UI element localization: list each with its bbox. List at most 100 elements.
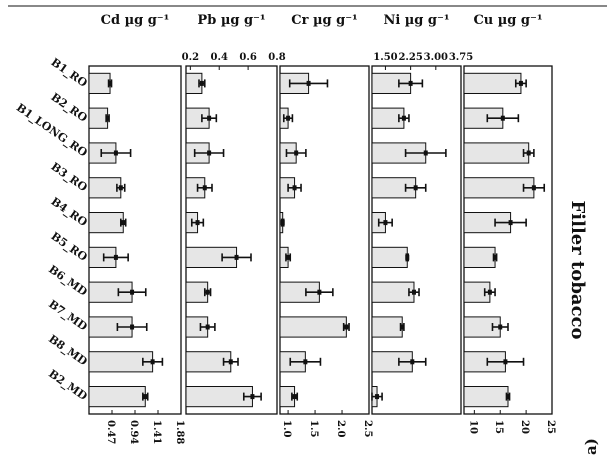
panels-group: Cd µg g⁻¹ 0.47 0.94 1.41 1.88 Pb µg g⁻¹ 0.2 0.4… [88,13,556,444]
chart-title-group: Filler tobacco [567,201,588,340]
tick-label: 3.75 [449,52,473,63]
value-marker [280,220,285,226]
value-marker [500,115,505,121]
panel-4: Ni µg g⁻¹ 1.50 2.25 3.00 3.75 [371,13,473,415]
category-label: B5_RO [48,230,90,265]
value-marker [286,115,291,121]
value-marker [207,115,212,121]
panel-frame [463,65,553,415]
chart-title: Filler tobacco [567,201,588,340]
panel-label: Ni µg g⁻¹ [383,13,449,28]
value-marker [108,80,113,86]
value-marker [195,220,200,226]
bar [463,386,509,408]
tick-label: 20 [519,420,530,434]
category-label: B2_RO [48,90,90,125]
value-marker [294,150,299,156]
panel-tag: a) [582,438,600,455]
value-marker [113,254,118,260]
tick-label: 0.4 [211,52,228,63]
bar [371,316,403,338]
tick-label: 2.25 [398,52,422,63]
value-marker [344,324,349,330]
bar [185,386,253,408]
value-marker [317,289,322,295]
bar [463,246,496,268]
tick-label: 3.00 [424,52,448,63]
value-marker [408,80,413,86]
value-marker [506,394,510,400]
tick-label: 0.6 [239,52,256,63]
panel-frame [371,65,462,415]
tick-label: 15 [493,420,504,434]
value-marker [150,359,155,365]
value-marker [250,394,255,400]
category-label: B2_MD [46,367,91,404]
value-marker [405,254,410,260]
tick-label: 1.0 [281,420,292,437]
value-marker [401,115,406,121]
bar [88,72,111,94]
bar [371,281,415,303]
value-marker [410,359,415,365]
tick-label: 1.50 [373,52,397,63]
bar [88,212,124,234]
value-marker [498,324,503,330]
tick-label: 2.0 [335,420,346,437]
tick-label: 1.41 [151,420,162,444]
category-labels: B1_ROB2_ROB1_LONG_ROB3_ROB4_ROB5_ROB6_MD… [13,56,90,405]
value-marker [493,254,498,260]
value-marker [383,220,388,226]
category-label: B1_RO [48,56,90,91]
value-marker [292,185,297,191]
tick-label: 0.47 [105,420,116,444]
value-marker [207,150,212,156]
panel-label: Cu µg g⁻¹ [473,13,542,28]
panel-label: Pb µg g⁻¹ [197,13,265,28]
category-label: B7_MD [46,297,91,334]
value-marker [228,359,233,365]
value-marker [286,254,291,260]
bar [463,142,530,164]
value-marker [205,289,210,295]
value-marker [292,394,297,400]
panel-label: Cr µg g⁻¹ [291,13,358,28]
value-marker [508,220,513,226]
value-marker [526,150,531,156]
tick-label: 0.94 [128,420,139,444]
value-marker [413,185,418,191]
bar [88,107,109,129]
bar [463,72,522,94]
tick-label: 10 [467,420,478,434]
category-label: B3_RO [48,160,90,195]
value-marker [487,289,492,295]
value-marker [411,289,416,295]
value-marker [143,394,148,400]
value-marker [202,185,207,191]
value-marker [205,324,210,330]
value-marker [423,150,428,156]
panel-label: Cd µg g⁻¹ [101,13,170,28]
value-marker [306,80,311,86]
panel-frame [185,65,278,415]
panel-3: Cr µg g⁻¹ 1.0 1.5 2.0 2.5 [279,13,373,437]
value-marker [400,324,405,330]
value-marker [118,185,123,191]
panel-5: Cu µg g⁻¹ 10 15 20 25 [463,13,556,434]
bar [88,386,146,408]
value-marker [503,359,508,365]
value-marker [105,115,110,121]
value-marker [531,185,536,191]
category-label: B8_MD [46,332,91,369]
bar [371,246,408,268]
tick-label: 1.88 [174,420,185,444]
tick-label: 0.8 [268,52,285,63]
value-marker [518,80,523,86]
value-marker [130,324,135,330]
panel-1: Cd µg g⁻¹ 0.47 0.94 1.41 1.88 [88,13,185,444]
tick-label: 25 [545,420,556,434]
tick-label: 0.2 [182,52,199,63]
panel-2: Pb µg g⁻¹ 0.2 0.4 0.6 0.8 [182,13,286,415]
tick-label: 2.5 [362,420,373,437]
